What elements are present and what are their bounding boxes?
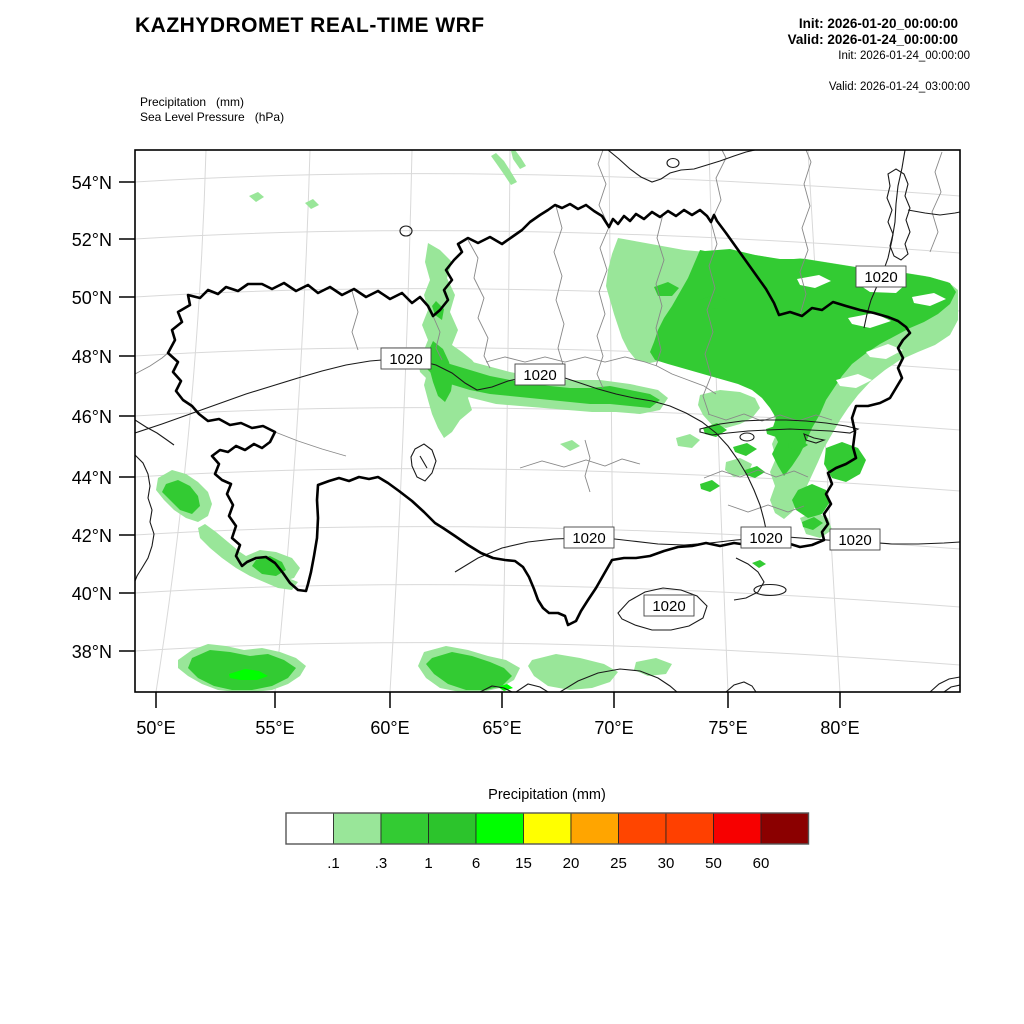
x-axis-label: 60°E bbox=[370, 718, 409, 738]
svg-text:1020: 1020 bbox=[572, 530, 605, 547]
x-axis-label: 75°E bbox=[708, 718, 747, 738]
x-axis-label: 80°E bbox=[820, 718, 859, 738]
svg-text:1020: 1020 bbox=[389, 351, 422, 368]
precip-bright-layer bbox=[229, 669, 513, 691]
valid-time-main: Valid: 2026-01-24_00:00:00 bbox=[787, 32, 958, 47]
field-label-precipitation: Precipitation (mm) bbox=[140, 95, 245, 109]
legend-title: Precipitation (mm) bbox=[488, 787, 606, 803]
forecast-times: Init: 2026-01-20_00:00:00 Valid: 2026-01-… bbox=[788, 16, 958, 48]
valid-time-sub: Valid: 2026-01-24_03:00:00 bbox=[828, 81, 970, 93]
field-label-pressure: Sea Level Pressure (hPa) bbox=[140, 110, 285, 124]
isobar-labels: 1020 1020 1020 1020 1020 1020 1020 bbox=[380, 265, 907, 617]
svg-text:1020: 1020 bbox=[523, 367, 556, 384]
legend-tick: 20 bbox=[563, 855, 580, 872]
legend-tick: 1 bbox=[424, 855, 432, 872]
legend-tick: 50 bbox=[705, 855, 722, 872]
legend-swatch bbox=[428, 812, 477, 845]
y-axis-label: 44°N bbox=[72, 468, 112, 488]
legend-swatch bbox=[665, 812, 714, 845]
legend-swatch bbox=[523, 812, 572, 845]
x-axis-label: 55°E bbox=[255, 718, 294, 738]
kazakhstan-border bbox=[166, 202, 912, 627]
x-axis: 50°E 55°E 60°E 65°E 70°E 75°E 80°E bbox=[136, 692, 860, 738]
y-axis-label: 50°N bbox=[72, 288, 112, 308]
legend-swatch bbox=[380, 812, 429, 845]
y-axis-label: 42°N bbox=[72, 526, 112, 546]
legend-tick: 60 bbox=[753, 855, 770, 872]
legend-swatch bbox=[760, 812, 809, 845]
svg-text:1020: 1020 bbox=[652, 598, 685, 615]
svg-text:1020: 1020 bbox=[864, 269, 897, 286]
y-axis: 54°N 52°N 50°N 48°N 46°N 44°N 42°N 40°N … bbox=[72, 173, 135, 662]
legend-tick: .1 bbox=[327, 855, 340, 872]
precipitation-legend: Precipitation (mm) .1 .3 1 6 15 20 25 30… bbox=[285, 787, 810, 872]
precip-light-layer bbox=[156, 150, 958, 692]
legend-tick: 15 bbox=[515, 855, 532, 872]
isobar-label: 1020 bbox=[855, 265, 907, 288]
svg-text:1020: 1020 bbox=[838, 532, 871, 549]
legend-swatch bbox=[475, 812, 524, 845]
isobar-label: 1020 bbox=[563, 526, 615, 549]
isobar-label: 1020 bbox=[380, 347, 432, 370]
legend-tick: .3 bbox=[375, 855, 388, 872]
svg-text:1020: 1020 bbox=[749, 530, 782, 547]
y-axis-label: 40°N bbox=[72, 584, 112, 604]
legend-swatch bbox=[333, 812, 382, 845]
x-axis-label: 70°E bbox=[594, 718, 633, 738]
isobar-label: 1020 bbox=[829, 528, 881, 551]
legend-swatch bbox=[570, 812, 619, 845]
y-axis-label: 52°N bbox=[72, 230, 112, 250]
isobar-label: 1020 bbox=[740, 526, 792, 549]
legend-swatch bbox=[618, 812, 667, 845]
y-axis-label: 38°N bbox=[72, 642, 112, 662]
legend-tick: 25 bbox=[610, 855, 627, 872]
page-title: KAZHYDROMET REAL-TIME WRF bbox=[135, 14, 485, 37]
x-axis-label: 50°E bbox=[136, 718, 175, 738]
init-time-sub: Init: 2026-01-24_00:00:00 bbox=[838, 50, 970, 62]
init-time-main: Init: 2026-01-20_00:00:00 bbox=[798, 16, 958, 31]
y-axis-label: 48°N bbox=[72, 347, 112, 367]
isobar-label: 1020 bbox=[514, 363, 566, 386]
y-axis-label: 54°N bbox=[72, 173, 112, 193]
legend-swatch bbox=[285, 812, 334, 845]
legend-swatch bbox=[713, 812, 762, 845]
legend-tick: 30 bbox=[658, 855, 675, 872]
x-axis-label: 65°E bbox=[482, 718, 521, 738]
legend-tick: 6 bbox=[472, 855, 480, 872]
map-frame bbox=[134, 149, 961, 693]
legend-frame bbox=[285, 812, 810, 845]
isobar-label: 1020 bbox=[643, 594, 695, 617]
oblast-boundaries bbox=[135, 150, 943, 513]
y-axis-label: 46°N bbox=[72, 407, 112, 427]
